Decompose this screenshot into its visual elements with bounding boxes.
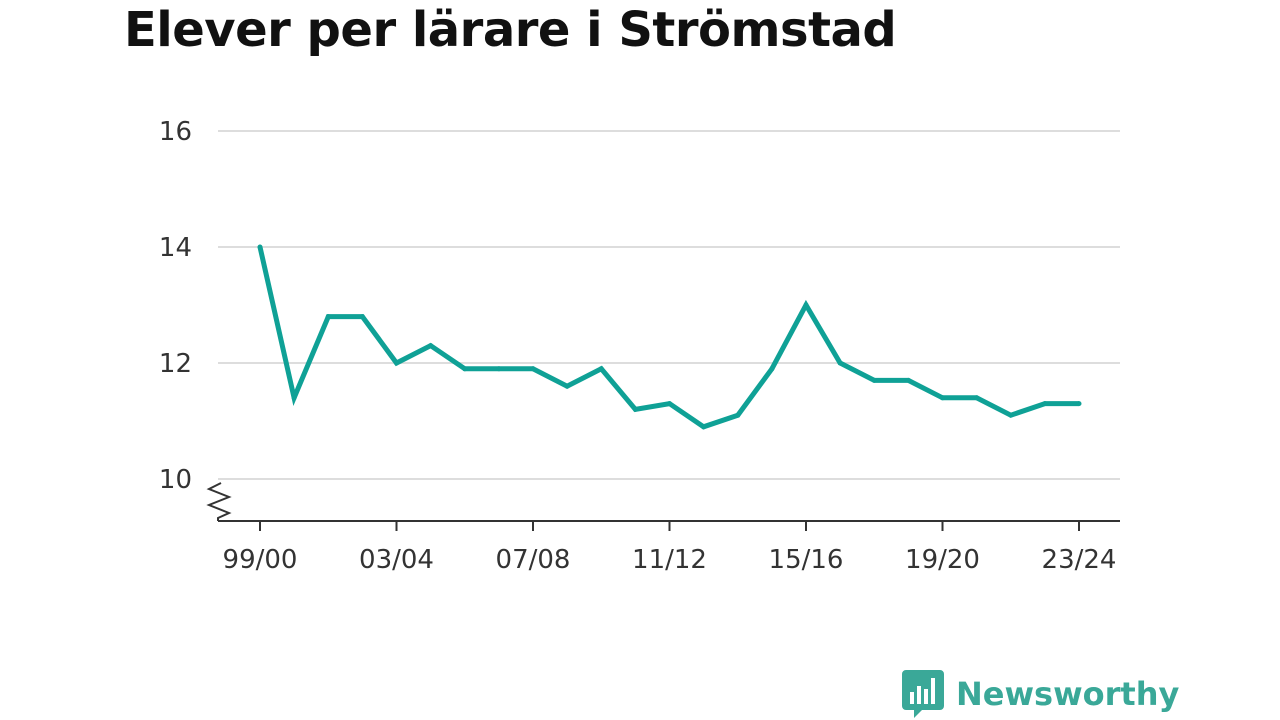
data-point-00/01 — [291, 395, 297, 401]
y-tick-label: 14 — [159, 233, 192, 263]
data-point-22/23 — [1042, 401, 1048, 407]
data-point-03/04 — [394, 360, 399, 366]
data-point-13/14 — [735, 412, 741, 418]
data-point-21/22 — [1008, 412, 1014, 418]
data-point-99/00 — [257, 244, 263, 250]
data-point-15/16 — [803, 302, 809, 308]
data-point-16/17 — [837, 360, 843, 366]
y-tick-label: 16 — [159, 117, 192, 147]
x-axis — [206, 482, 1120, 531]
brand-name: Newsworthy — [956, 675, 1180, 713]
data-point-12/13 — [701, 424, 707, 430]
y-tick-label: 10 — [159, 465, 192, 495]
data-point-11/12 — [667, 401, 672, 407]
x-tick-label: 03/04 — [359, 545, 434, 575]
x-tick-label: 15/16 — [769, 545, 844, 575]
x-tick-label: 07/08 — [496, 545, 571, 575]
bar-chart-speech-bubble-icon — [902, 670, 944, 718]
x-tick-label: 19/20 — [905, 545, 980, 575]
data-point-01/02 — [325, 314, 331, 320]
y-axis-break-icon — [206, 482, 232, 521]
data-point-10/11 — [632, 406, 638, 412]
series-line-0 — [257, 246, 1079, 430]
x-tick-label: 11/12 — [632, 545, 707, 575]
data-point-20/21 — [974, 395, 980, 401]
data-point-09/10 — [598, 366, 604, 372]
data-point-17/18 — [871, 377, 877, 383]
x-tick-label: 99/00 — [223, 545, 298, 575]
data-point-23/24 — [1076, 401, 1082, 407]
x-tick-label: 23/24 — [1042, 545, 1117, 575]
data-point-14/15 — [769, 366, 775, 372]
data-point-08/09 — [564, 383, 570, 389]
data-point-19/20 — [940, 395, 945, 401]
gridlines — [218, 130, 1120, 480]
data-point-02/03 — [359, 314, 365, 320]
data-point-07/08 — [530, 366, 536, 372]
series — [257, 244, 1082, 430]
chart-title: Elever per lärare i Strömstad — [124, 2, 897, 58]
newsworthy-logo: Newsworthy — [902, 670, 1179, 718]
data-point-18/19 — [905, 377, 911, 383]
data-point-06/07 — [496, 366, 502, 372]
data-point-05/06 — [462, 366, 468, 372]
y-tick-labels: 10 12 14 16 — [159, 117, 192, 495]
x-tick-labels: 99/00 03/04 07/08 11/12 15/16 19/20 23/24 — [223, 545, 1117, 575]
y-tick-label: 12 — [159, 349, 192, 379]
data-point-04/05 — [428, 343, 434, 349]
